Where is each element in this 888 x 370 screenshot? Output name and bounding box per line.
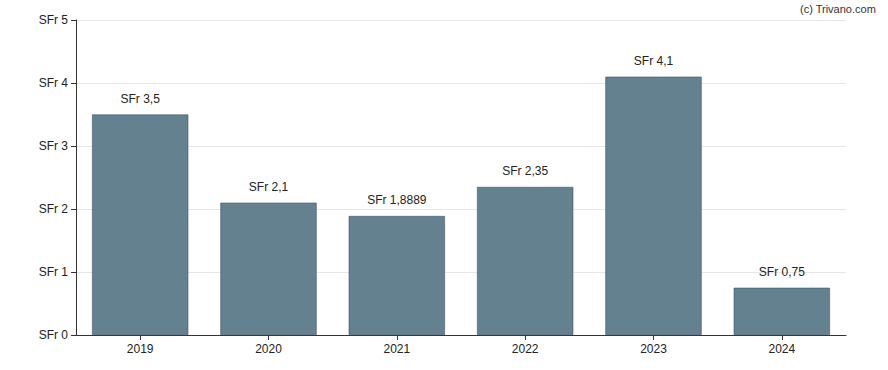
svg-text:SFr 1: SFr 1 [39, 265, 69, 279]
svg-text:SFr 1,8889: SFr 1,8889 [367, 193, 427, 207]
svg-text:2023: 2023 [640, 342, 667, 356]
svg-text:SFr 5: SFr 5 [39, 13, 69, 27]
svg-text:SFr 4: SFr 4 [39, 76, 69, 90]
svg-text:2019: 2019 [127, 342, 154, 356]
svg-text:SFr 2,1: SFr 2,1 [249, 180, 289, 194]
svg-text:2021: 2021 [383, 342, 410, 356]
svg-text:SFr 3,5: SFr 3,5 [120, 92, 160, 106]
svg-text:(c) Trivano.com: (c) Trivano.com [800, 3, 876, 15]
svg-text:SFr 0: SFr 0 [39, 328, 69, 342]
svg-text:SFr 2,35: SFr 2,35 [502, 164, 548, 178]
svg-text:2022: 2022 [512, 342, 539, 356]
svg-text:SFr 4,1: SFr 4,1 [634, 54, 674, 68]
svg-text:2024: 2024 [768, 342, 795, 356]
svg-text:SFr 3: SFr 3 [39, 139, 69, 153]
svg-text:2020: 2020 [255, 342, 282, 356]
svg-text:SFr 2: SFr 2 [39, 202, 69, 216]
svg-text:SFr 0,75: SFr 0,75 [759, 265, 805, 279]
